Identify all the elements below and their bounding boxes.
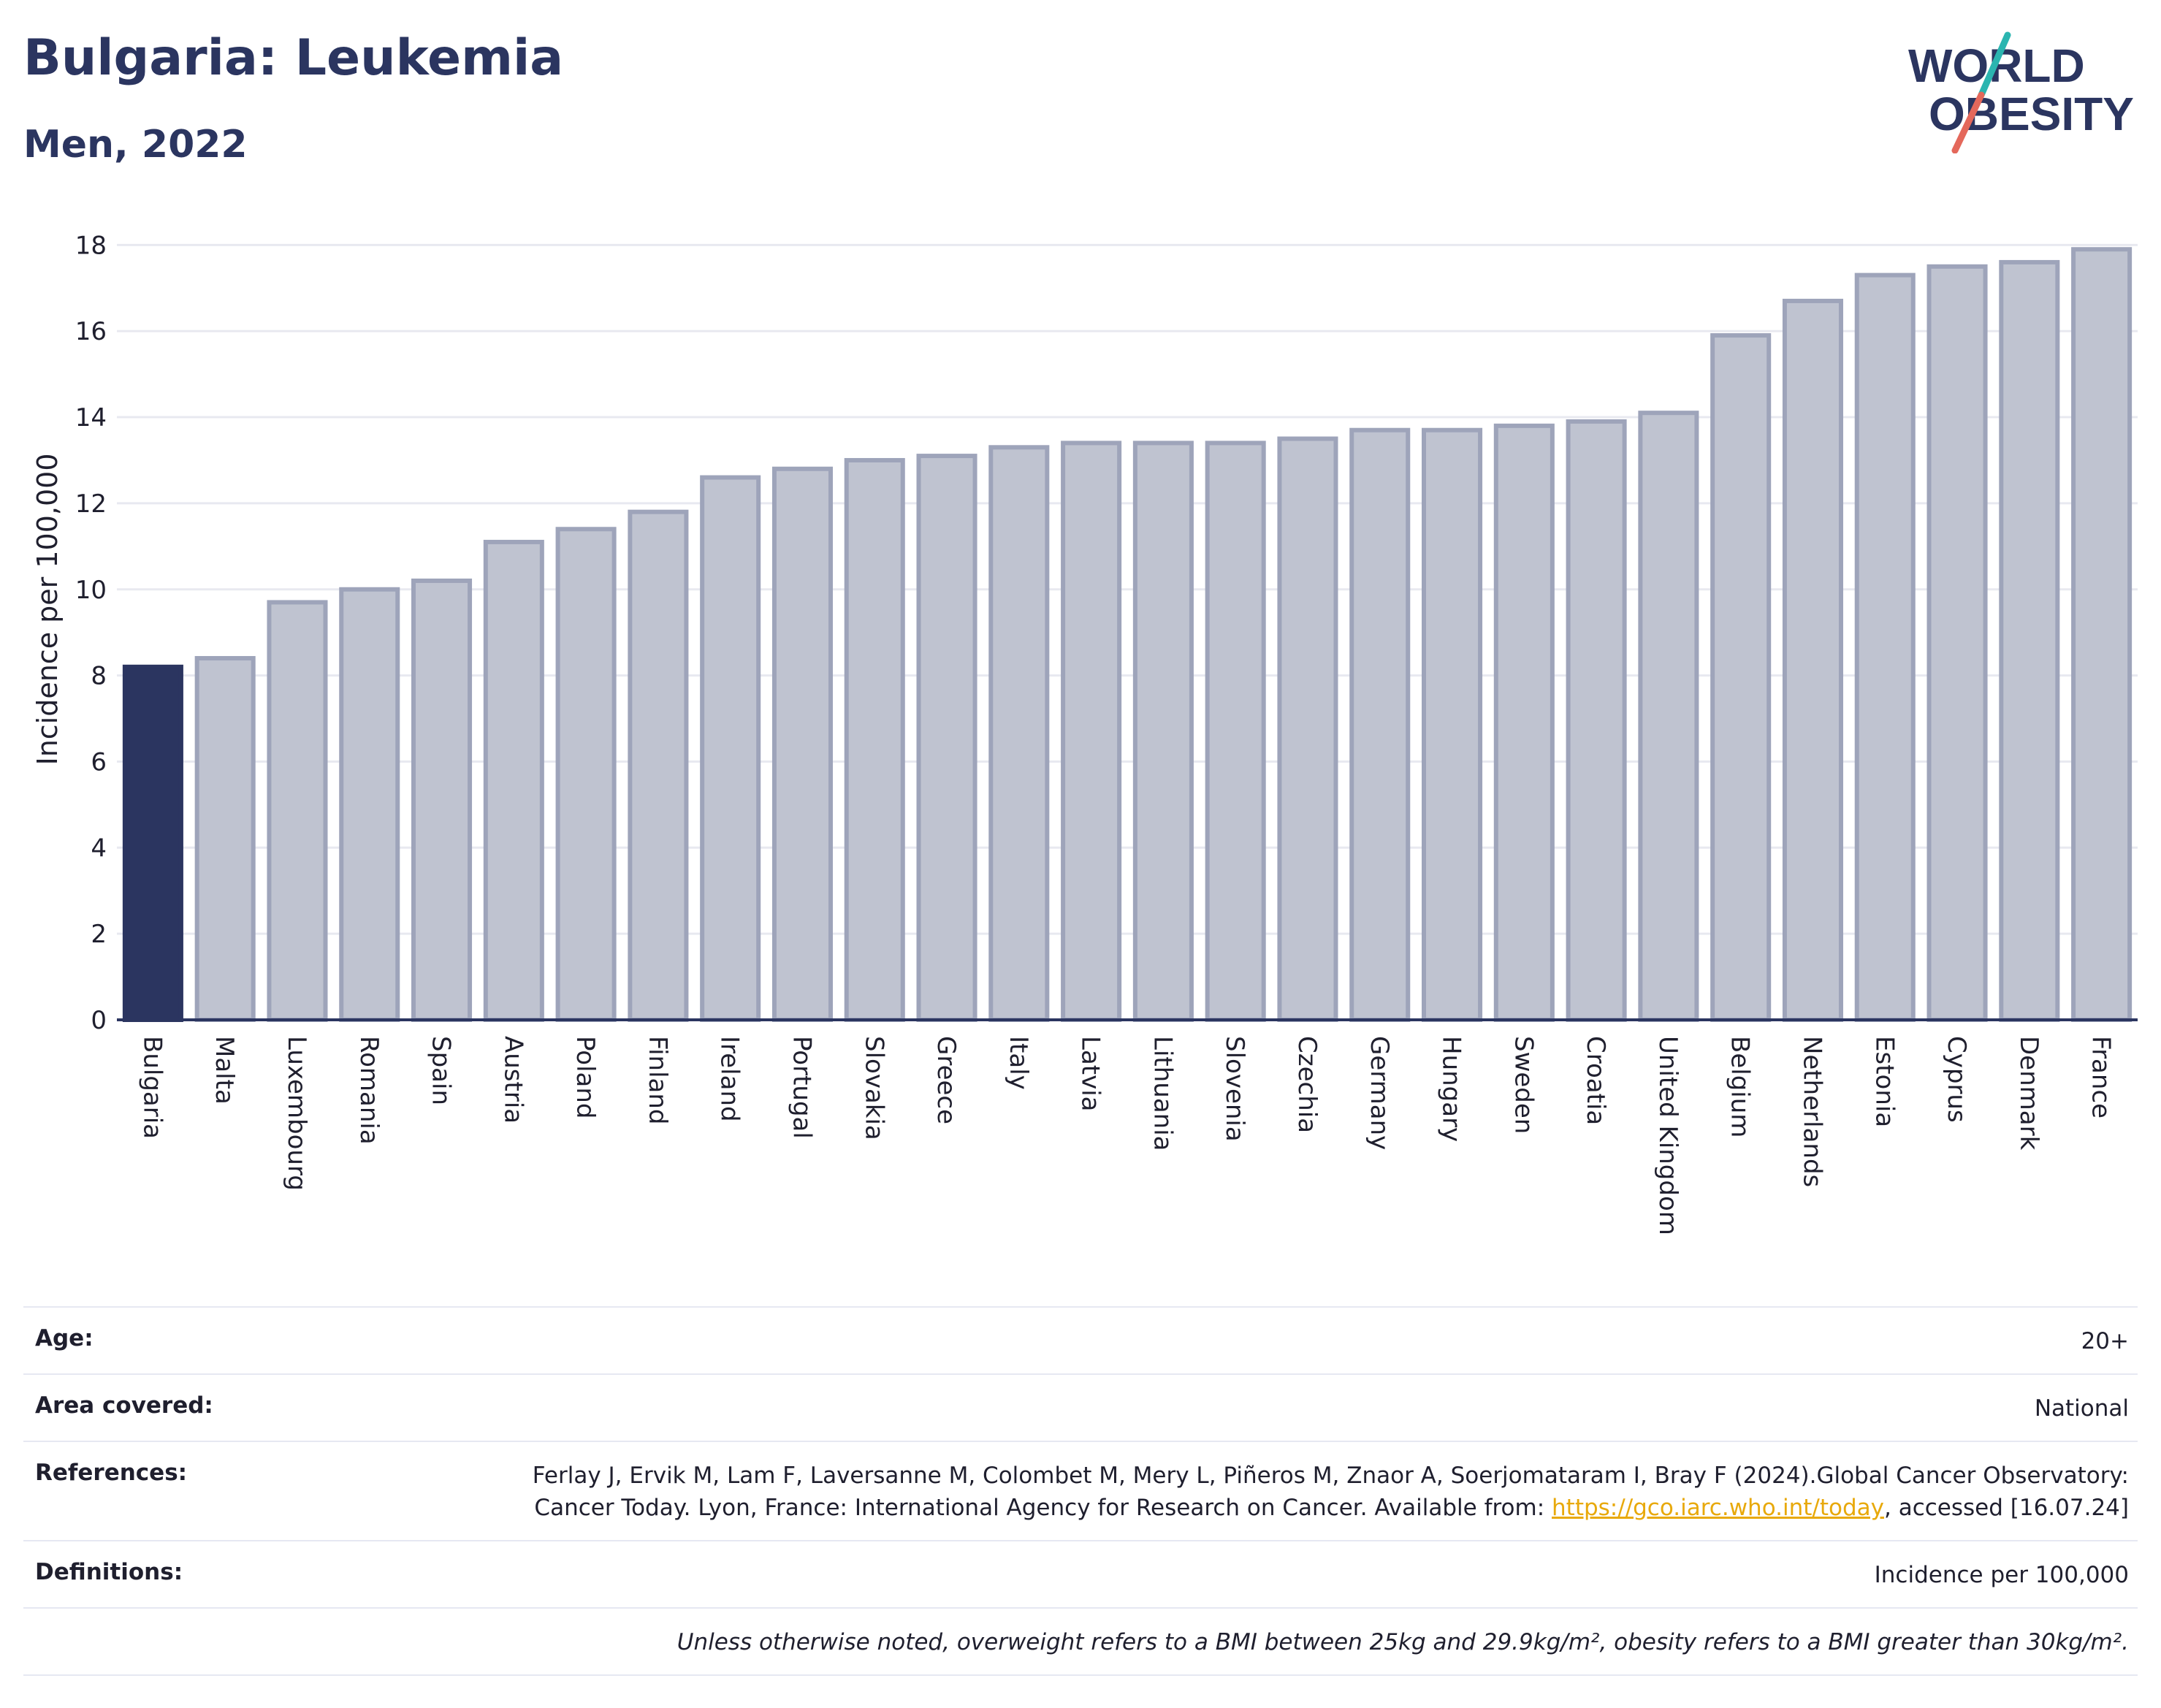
x-tick-label: Denmark [2014, 1036, 2043, 1151]
page-subtitle: Men, 2022 [23, 123, 248, 167]
bar-cyprus [1926, 264, 1988, 1022]
x-tick-label: Netherlands [1797, 1036, 1826, 1187]
meta-row-definitions: Definitions: Incidence per 100,000 [23, 1540, 2138, 1607]
references-link[interactable]: https://gco.iarc.who.int/today [1552, 1495, 1884, 1521]
x-tick-label: Bulgaria [137, 1036, 167, 1139]
y-tick-label: 18 [75, 231, 107, 260]
x-tick-label: Ireland [715, 1036, 744, 1122]
y-tick-label: 12 [75, 489, 107, 519]
bar-estonia [1854, 272, 1916, 1022]
bar-italy [988, 445, 1050, 1022]
x-tick-label: United Kingdom [1653, 1036, 1682, 1235]
meta-row-age: Age: 20+ [23, 1306, 2138, 1373]
x-tick-label: Italy [1004, 1036, 1033, 1090]
logo-slash-coral [1951, 91, 1985, 153]
x-tick-label: Finland [643, 1036, 672, 1125]
age-value: 20+ [2081, 1328, 2129, 1354]
bar-finland [628, 509, 689, 1022]
bar-portugal [771, 466, 833, 1022]
references-text: Ferlay J, Ervik M, Lam F, Laversanne M, … [532, 1463, 2129, 1521]
x-tick-labels: Bulgaria Malta Luxembourg Romania Spain Austr… [137, 1036, 2115, 1235]
bar-romania [339, 587, 400, 1022]
y-tick-label: 10 [75, 576, 107, 605]
x-tick-label: Poland [571, 1036, 600, 1119]
meta-row-references: References: Ferlay J, Ervik M, Lam F, La… [23, 1441, 2138, 1540]
x-tick-label: Slovenia [1220, 1036, 1249, 1142]
y-axis-label: Incidence per 100,000 [31, 453, 64, 765]
x-tick-label: Belgium [1726, 1036, 1755, 1137]
page-title: Bulgaria: Leukemia [23, 29, 564, 87]
logo-slash-teal [1978, 31, 2011, 99]
x-tick-label: Estonia [1870, 1036, 1899, 1127]
x-tick-label: Lithuania [1148, 1036, 1177, 1151]
y-tick-label: 6 [91, 747, 107, 777]
definitions-label: Definitions: [35, 1559, 183, 1585]
x-tick-label: Luxembourg [282, 1036, 311, 1191]
x-tick-label: France [2086, 1036, 2116, 1118]
references-suffix: , accessed [16.07.24] [1883, 1495, 2129, 1521]
bar-greece [916, 454, 977, 1022]
y-tick-label: 14 [75, 403, 107, 432]
y-tick-label: 4 [91, 834, 107, 863]
bar-latvia [1061, 441, 1122, 1022]
x-tick-label: Cyprus [1942, 1036, 1971, 1123]
bar-france [2071, 247, 2133, 1022]
bar-poland [555, 527, 617, 1022]
world-obesity-logo: WORLD OBESITY [1908, 31, 2134, 153]
bar-bulgaria [122, 664, 183, 1022]
x-tick-label: Croatia [1581, 1036, 1610, 1125]
bar-slovakia [844, 457, 905, 1022]
x-tick-label: Slovakia [859, 1036, 888, 1140]
bar-germany [1349, 427, 1411, 1022]
bar-ireland [700, 475, 761, 1022]
bar-sweden [1493, 423, 1555, 1022]
bars [122, 247, 2133, 1023]
bar-czechia [1277, 436, 1338, 1022]
meta-row-note: Unless otherwise noted, overweight refer… [23, 1607, 2138, 1676]
bar-slovenia [1205, 441, 1266, 1022]
age-label: Age: [35, 1325, 94, 1351]
bar-netherlands [1782, 298, 1843, 1023]
bar-hungary [1422, 427, 1483, 1022]
x-tick-label: Greece [931, 1036, 961, 1124]
bar-spain [411, 578, 473, 1022]
bar-lithuania [1132, 441, 1194, 1022]
bar-austria [483, 539, 544, 1022]
x-tick-label: Austria [498, 1036, 527, 1124]
definitions-value: Incidence per 100,000 [1874, 1562, 2129, 1588]
bar-chart: 0 2 4 6 8 10 12 14 16 18 Bulgaria Malta Luxembourg R… [31, 231, 2138, 1235]
x-tick-label: Germany [1365, 1036, 1394, 1150]
x-tick-label: Czechia [1292, 1036, 1322, 1133]
bar-belgium [1710, 333, 1772, 1022]
x-tick-label: Romania [354, 1036, 384, 1145]
y-tick-label: 2 [91, 920, 107, 949]
area-value: National [2034, 1395, 2129, 1422]
bar-malta [194, 656, 256, 1023]
x-tick-label: Portugal [787, 1036, 816, 1139]
metadata-table: Age: 20+ Area covered: National Referenc… [23, 1306, 2138, 1676]
x-tick-label: Sweden [1509, 1036, 1538, 1134]
bar-united-kingdom [1638, 411, 1699, 1022]
y-tick-label: 16 [75, 317, 107, 346]
x-tick-label: Latvia [1076, 1036, 1105, 1112]
meta-row-area: Area covered: National [23, 1373, 2138, 1441]
bar-luxembourg [267, 600, 328, 1022]
bar-croatia [1566, 419, 1627, 1022]
y-tick-label: 8 [91, 662, 107, 691]
references-value: Ferlay J, Ervik M, Lam F, Laversanne M, … [449, 1460, 2129, 1524]
references-label: References: [35, 1460, 188, 1486]
y-tick-labels: 0 2 4 6 8 10 12 14 16 18 [75, 231, 107, 1035]
bar-denmark [1999, 259, 2060, 1023]
x-tick-label: Spain [427, 1036, 456, 1105]
bmi-note: Unless otherwise noted, overweight refer… [676, 1629, 2129, 1655]
area-label: Area covered: [35, 1392, 213, 1419]
y-tick-label: 0 [91, 1006, 107, 1035]
x-tick-label: Malta [210, 1036, 239, 1105]
x-tick-label: Hungary [1437, 1036, 1466, 1142]
